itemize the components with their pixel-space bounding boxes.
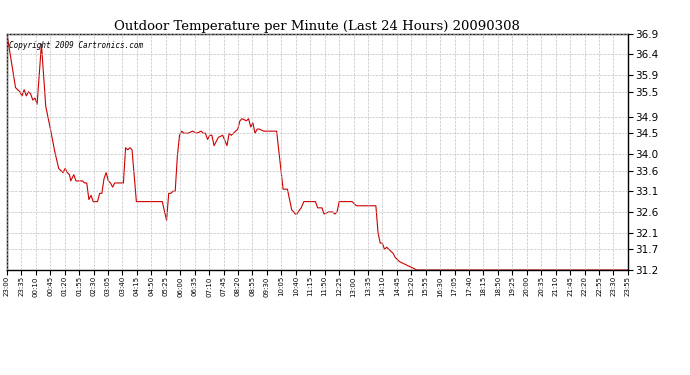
Text: Copyright 2009 Cartronics.com: Copyright 2009 Cartronics.com xyxy=(9,41,143,50)
Title: Outdoor Temperature per Minute (Last 24 Hours) 20090308: Outdoor Temperature per Minute (Last 24 … xyxy=(115,20,520,33)
